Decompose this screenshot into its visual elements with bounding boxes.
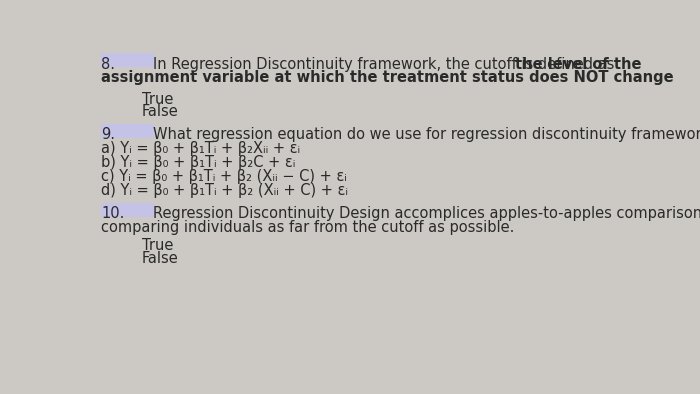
Bar xyxy=(102,124,154,138)
Text: c) Yᵢ = β₀ + β₁Tᵢ + β₂ (Xᵢᵢ − C) + εᵢ: c) Yᵢ = β₀ + β₁Tᵢ + β₂ (Xᵢᵢ − C) + εᵢ xyxy=(102,169,347,184)
Text: comparing individuals as far from the cutoff as possible.: comparing individuals as far from the cu… xyxy=(102,220,514,235)
Text: False: False xyxy=(141,251,178,266)
Text: True: True xyxy=(141,238,173,253)
Text: What regression equation do we use for regression discontinuity framework?: What regression equation do we use for r… xyxy=(153,127,700,142)
Text: 10.: 10. xyxy=(102,206,125,221)
Text: b) Yᵢ = β₀ + β₁Tᵢ + β₂C + εᵢ: b) Yᵢ = β₀ + β₁Tᵢ + β₂C + εᵢ xyxy=(102,155,296,170)
Text: In Regression Discontinuity framework, the cutoff is defined as: In Regression Discontinuity framework, t… xyxy=(153,56,620,72)
Text: d) Yᵢ = β₀ + β₁Tᵢ + β₂ (Xᵢᵢ + C) + εᵢ: d) Yᵢ = β₀ + β₁Tᵢ + β₂ (Xᵢᵢ + C) + εᵢ xyxy=(102,183,349,198)
Bar xyxy=(102,54,154,67)
Text: assignment variable at which the treatment status does NOT change: assignment variable at which the treatme… xyxy=(102,71,674,85)
Text: True: True xyxy=(141,92,173,107)
Text: the level of the: the level of the xyxy=(514,56,641,72)
Text: False: False xyxy=(141,104,178,119)
Text: 8.: 8. xyxy=(102,56,116,72)
Text: 9.: 9. xyxy=(102,127,116,142)
Text: a) Yᵢ = β₀ + β₁Tᵢ + β₂Xᵢᵢ + εᵢ: a) Yᵢ = β₀ + β₁Tᵢ + β₂Xᵢᵢ + εᵢ xyxy=(102,141,300,156)
Text: Regression Discontinuity Design accomplices apples-to-apples comparison by: Regression Discontinuity Design accompli… xyxy=(153,206,700,221)
Bar xyxy=(102,203,154,217)
